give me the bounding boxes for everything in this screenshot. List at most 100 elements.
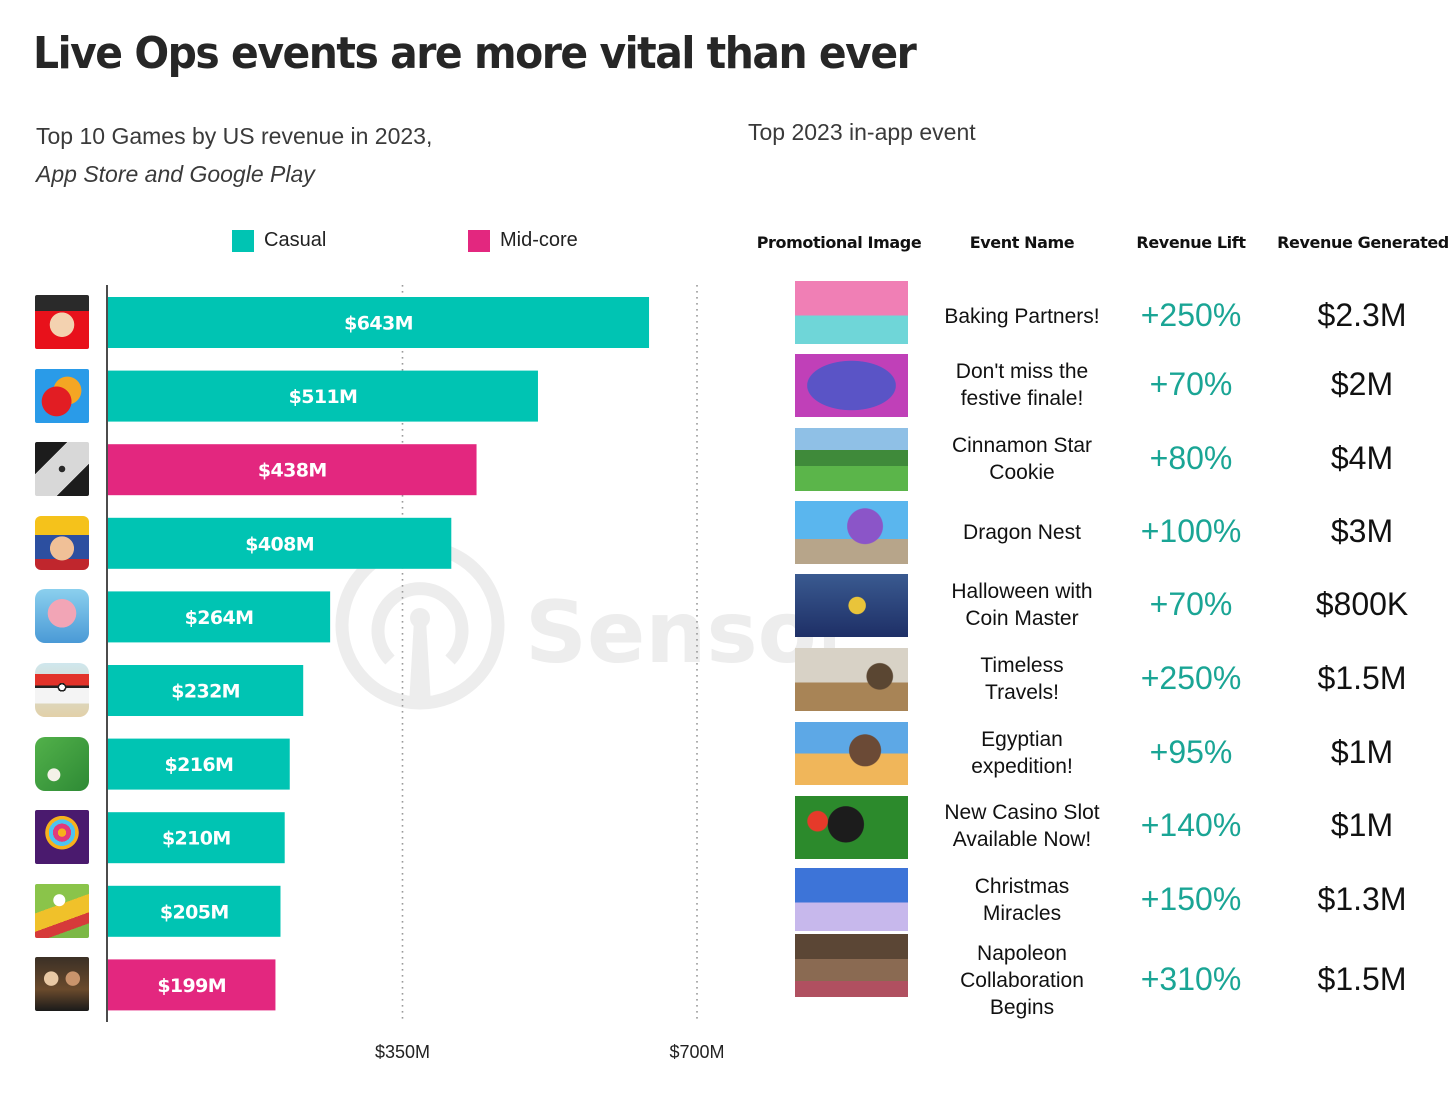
revenue-generated: $1.5M	[1317, 660, 1407, 696]
dragon-nest-image	[795, 501, 908, 564]
event-name: Christmas Miracles	[975, 873, 1070, 927]
x-tick-label: $350M	[375, 1042, 430, 1062]
bar-township	[108, 885, 281, 937]
legend-label-midcore: Mid-core	[500, 229, 578, 251]
event-name: Cinnamon Star Cookie	[952, 432, 1092, 486]
event-name-line: expedition!	[971, 755, 1073, 778]
revenue-generated: $1M	[1330, 734, 1394, 770]
egyptian-expedition-image	[795, 722, 908, 785]
event-name-line: Collaboration	[960, 968, 1084, 992]
revenue-generated: $4M	[1330, 440, 1394, 476]
halloween-coin-master-image	[795, 574, 908, 637]
chart-subtitle: Top 10 Games by US revenue in 2023,	[36, 123, 433, 149]
event-name: Timeless Travels!	[980, 652, 1063, 706]
revenue-generated: $800K	[1315, 586, 1409, 622]
event-name-line: Cookie	[989, 461, 1055, 484]
event-name-line: New Casino Slot	[944, 801, 1100, 824]
revenue-lift: +100%	[1140, 513, 1242, 549]
event-name-line: Timeless	[980, 654, 1064, 677]
revenue-lift: +250%	[1140, 660, 1242, 696]
event-name-line: Cinnamon Star	[951, 434, 1093, 457]
legend-item-casual: Casual	[232, 229, 326, 252]
event-name-line: Dragon Nest	[963, 520, 1081, 544]
bar-value-label: $438M	[258, 460, 327, 482]
bar-evony	[108, 959, 276, 1011]
event-name: Don't miss the festive finale!	[956, 358, 1088, 412]
revenue-lift: +140%	[1140, 807, 1242, 843]
event-name-line: Available Now!	[952, 828, 1092, 851]
revenue-generated: $1.5M	[1317, 961, 1407, 997]
table-subtitle: Top 2023 in-app event	[748, 119, 976, 145]
bar-candy-crush	[108, 370, 538, 422]
festive-finale-image	[795, 354, 908, 417]
event-name-line: Don't miss the	[955, 360, 1089, 383]
bar-value-label: $264M	[185, 607, 254, 629]
event-name-line: Baking Partners!	[944, 304, 1100, 328]
bar-value-label: $205M	[160, 901, 229, 923]
bar-value-label: $210M	[162, 828, 231, 850]
christmas-miracles-image	[795, 868, 908, 931]
page-title: Live Ops events are more vital than ever	[33, 28, 917, 79]
revenue-generated: $3M	[1330, 513, 1394, 549]
revenue-generated: $1M	[1330, 807, 1394, 843]
legend-swatch-midcore	[468, 229, 490, 252]
bar-gardenscapes	[108, 738, 290, 790]
legend-swatch-casual	[232, 229, 254, 252]
event-name-line: Miracles	[982, 902, 1062, 925]
event-name: Egyptian expedition!	[971, 726, 1073, 780]
event-name-line: Coin Master	[965, 607, 1079, 630]
bar-value-label: $643M	[344, 313, 413, 335]
event-name: Halloween with Coin Master	[951, 578, 1092, 632]
bar-value-label: $199M	[157, 975, 226, 997]
candy-crush-icon	[35, 368, 89, 423]
revenue-generated: $2.3M	[1317, 297, 1407, 333]
revenue-lift: +95%	[1149, 734, 1233, 770]
revenue-lift: +80%	[1149, 440, 1233, 476]
bar-monopoly-go	[108, 297, 650, 348]
revenue-lift: +250%	[1140, 297, 1242, 333]
cinnamon-star-cookie-image	[795, 428, 908, 491]
chart-subtitle-source: App Store and Google Play	[36, 161, 315, 187]
event-name: New Casino Slot Available Now!	[944, 799, 1099, 853]
timeless-travels-image	[795, 648, 908, 711]
pokemon-go-icon	[35, 663, 89, 717]
legend-item-midcore: Mid-core	[468, 229, 578, 252]
event-name: Baking Partners!	[944, 303, 1099, 330]
bar-roblox	[108, 444, 477, 496]
coin-master-icon	[35, 589, 89, 644]
royal-match-icon	[35, 515, 89, 570]
bar-royal-match	[108, 517, 452, 569]
revenue-lift: +70%	[1149, 366, 1233, 402]
roblox-icon	[35, 442, 89, 497]
bar-value-label: $408M	[245, 533, 314, 555]
event-name: Napoleon Collaboration Begins	[960, 940, 1084, 1021]
header-promotional-image: Promotional Image	[756, 233, 922, 252]
napoleon-collaboration-image	[795, 934, 908, 997]
x-tick-label: $700M	[669, 1042, 724, 1062]
header-event-name: Event Name	[969, 233, 1075, 252]
bar-coin-master	[108, 591, 331, 643]
bar-jackpot-party	[108, 812, 285, 864]
evony-icon	[35, 957, 89, 1012]
event-name-line: Christmas	[974, 875, 1070, 898]
monopoly-go-icon	[35, 295, 89, 349]
township-icon	[35, 883, 89, 938]
event-name-line: Egyptian	[981, 728, 1063, 751]
baking-partners-image	[795, 281, 908, 344]
revenue-generated: $1.3M	[1317, 881, 1407, 917]
revenue-generated: $2M	[1330, 366, 1394, 402]
event-name-line: festive finale!	[960, 387, 1084, 410]
header-revenue-lift: Revenue Lift	[1136, 233, 1246, 252]
gardenscapes-icon	[35, 736, 89, 791]
bar-value-label: $511M	[289, 386, 358, 408]
event-name-line: Halloween with	[951, 580, 1093, 603]
event-name-line: Napoleon	[977, 941, 1067, 965]
bar-chart: $643M $511M $438M $408M $264M $232M $216M $210M…	[106, 285, 725, 1062]
new-casino-slot-image	[795, 796, 908, 859]
revenue-lift: +70%	[1149, 586, 1233, 622]
header-revenue-generated: Revenue Generated	[1277, 233, 1449, 252]
revenue-lift: +150%	[1140, 881, 1242, 917]
event-name-line: Travels!	[985, 681, 1059, 704]
event-name-line: Begins	[989, 995, 1055, 1019]
bar-value-label: $216M	[164, 754, 233, 776]
